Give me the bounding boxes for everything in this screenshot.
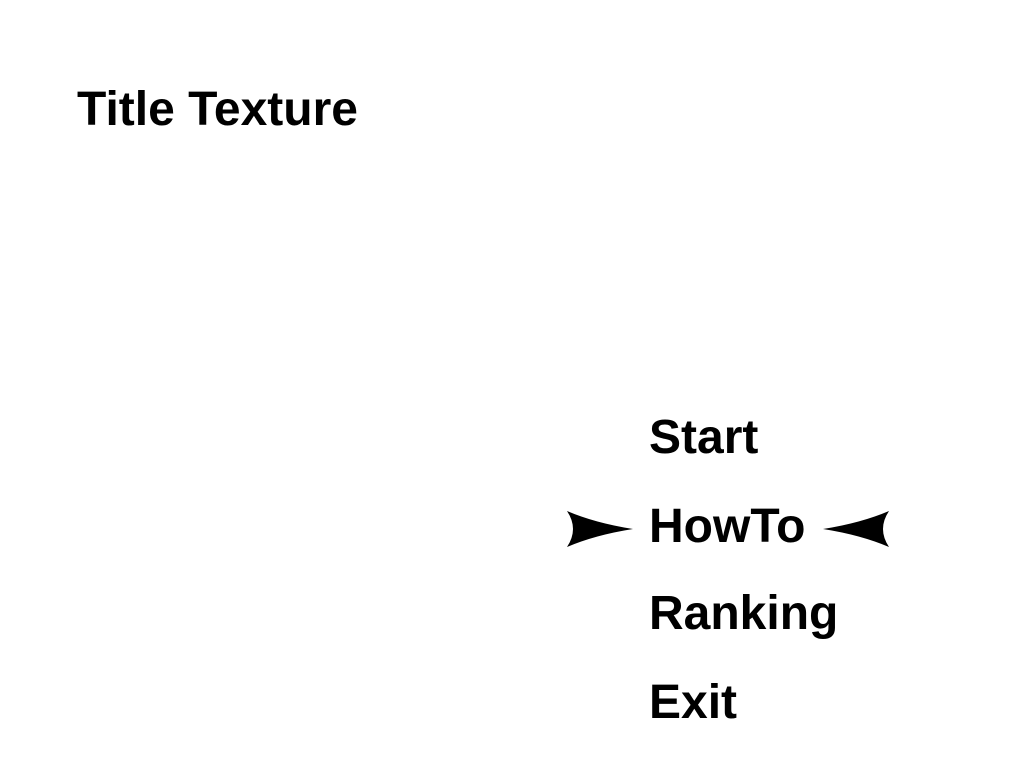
title-text: Title Texture	[77, 83, 358, 136]
menu-item-howto[interactable]: HowTo	[649, 500, 806, 553]
menu-item-ranking[interactable]: Ranking	[649, 587, 839, 640]
right-pointing-arrowhead-icon	[567, 511, 633, 547]
menu-item-start[interactable]: Start	[649, 411, 759, 464]
left-pointing-arrowhead-icon	[823, 511, 889, 547]
menu-item-exit[interactable]: Exit	[649, 676, 738, 729]
